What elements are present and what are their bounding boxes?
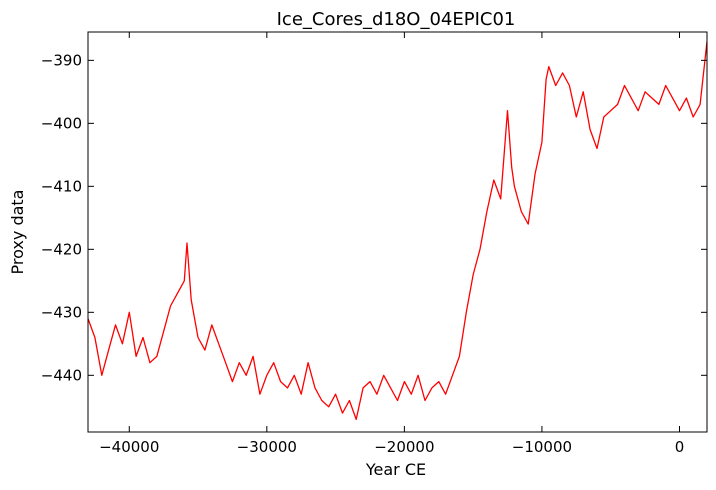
y-tick-label: −420	[41, 240, 82, 258]
x-tick-label: −10000	[512, 438, 572, 456]
y-tick-label: −440	[41, 366, 82, 384]
x-axis-label: Year CE	[365, 460, 426, 479]
x-tick-label: −40000	[99, 438, 159, 456]
x-tick-label: −30000	[237, 438, 297, 456]
y-axis: −390 −400 −410 −420 −430 −440	[41, 51, 707, 384]
x-tick-label: 0	[675, 438, 685, 456]
plot-frame	[87, 31, 708, 433]
x-tick-label: −20000	[374, 438, 434, 456]
y-axis-label: Proxy data	[8, 190, 27, 275]
series-line	[88, 41, 707, 421]
chart-title: Ice_Cores_d18O_04EPIC01	[277, 9, 516, 30]
x-axis: −40000 −30000 −20000 −10000 0	[99, 32, 684, 456]
y-tick-label: −430	[41, 303, 82, 321]
y-tick-label: −400	[41, 114, 82, 132]
plot-area	[88, 41, 707, 421]
y-tick-label: −390	[41, 51, 82, 69]
y-tick-label: −410	[41, 177, 82, 195]
